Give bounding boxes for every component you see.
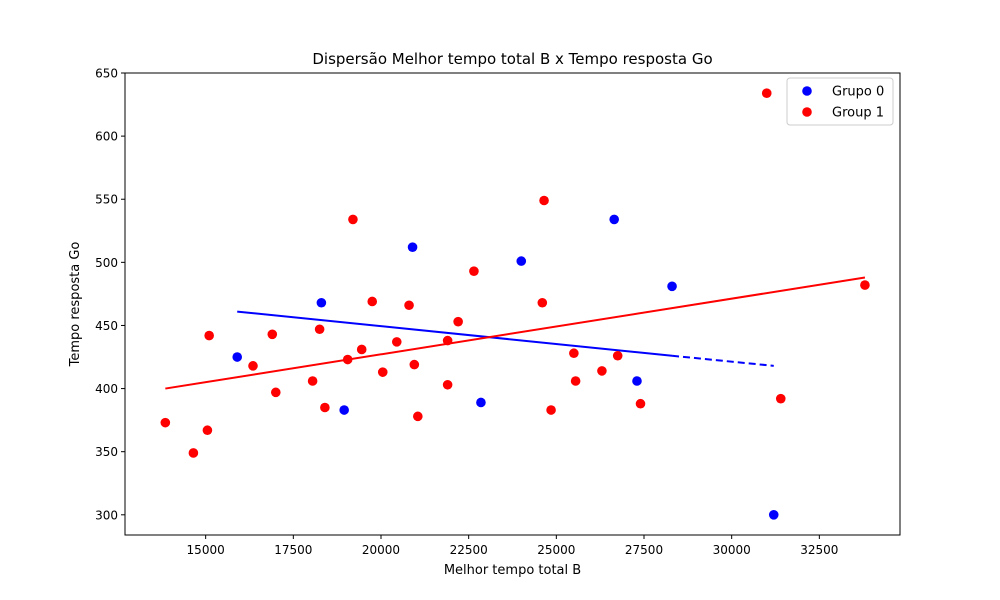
x-tick-label: 32500: [800, 543, 838, 557]
data-point-series-1: [391, 337, 402, 347]
data-point-series-1: [597, 366, 607, 376]
y-axis-label: Tempo resposta Go: [68, 242, 83, 368]
data-point-series-1: [546, 405, 556, 415]
data-point-series-1: [320, 402, 330, 413]
data-point-series-0: [632, 376, 642, 386]
data-point-series-1: [569, 348, 579, 359]
data-point-series-1: [314, 324, 325, 335]
data-point-series-0: [609, 214, 619, 225]
data-point-series-1: [570, 376, 581, 386]
y-tick-label: 400: [95, 382, 118, 396]
data-point-series-1: [539, 195, 549, 206]
trendline-series-1: [165, 276, 866, 390]
data-point-series-1: [267, 329, 278, 340]
data-point-series-1: [367, 296, 378, 307]
data-point-series-1: [469, 266, 479, 276]
plot-frame: [124, 72, 901, 536]
y-tick-label: 300: [95, 508, 118, 522]
y-tick-label: 450: [95, 319, 118, 333]
x-tick-label: 22500: [450, 543, 488, 557]
data-point-series-1: [442, 335, 453, 346]
data-point-series-1: [204, 330, 214, 341]
data-point-series-0: [667, 281, 677, 292]
legend-label-series-1: Group 1: [832, 106, 884, 121]
data-point-series-1: [270, 387, 281, 398]
data-point-series-0: [516, 256, 527, 266]
data-point-series-0: [768, 510, 779, 520]
x-tick-label: 17500: [274, 543, 312, 557]
x-tick-label: 25000: [537, 543, 575, 557]
x-tick-label: 27500: [625, 543, 663, 557]
data-point-series-1: [453, 316, 463, 327]
y-tick-label: 500: [95, 256, 118, 270]
legend: Grupo 0 Group 1: [786, 77, 894, 126]
y-tick-label: 350: [95, 445, 118, 459]
data-point-series-1: [409, 359, 420, 370]
data-point-series-1: [442, 379, 453, 390]
data-point-series-1: [413, 411, 423, 422]
data-point-series-1: [248, 361, 258, 371]
axes: 15000 17500 20000 22500 25000 27500 30000 32500…: [95, 67, 838, 558]
chart-title: Dispersão Melhor tempo total B x Tempo r…: [312, 50, 712, 68]
legend-label-series-0: Grupo 0: [832, 85, 884, 100]
plot-area: [160, 88, 870, 520]
data-point-series-1: [537, 297, 548, 308]
data-point-series-1: [307, 376, 318, 386]
data-point-series-1: [635, 398, 646, 409]
data-point-series-1: [860, 280, 870, 290]
trendline-extension-series-0: [671, 354, 774, 367]
data-point-series-1: [761, 88, 772, 98]
data-point-series-1: [612, 350, 623, 361]
y-tick-label: 550: [95, 193, 118, 207]
data-point-series-1: [202, 425, 213, 436]
data-point-series-0: [316, 297, 327, 308]
data-point-series-1: [356, 344, 367, 355]
x-axis-label: Melhor tempo total B: [444, 563, 581, 578]
data-point-series-1: [775, 393, 786, 404]
y-tick-label: 600: [95, 130, 118, 144]
data-point-series-1: [404, 300, 414, 311]
data-point-series-0: [232, 352, 243, 362]
x-tick-label: 30000: [713, 543, 751, 557]
x-tick-label: 15000: [187, 543, 225, 557]
data-point-series-1: [348, 214, 358, 225]
data-point-series-0: [476, 397, 486, 408]
data-point-series-0: [339, 405, 349, 415]
data-point-series-0: [407, 242, 418, 252]
legend-marker-series-1: [802, 107, 812, 117]
legend-marker-series-0: [802, 86, 812, 96]
data-point-series-1: [377, 367, 388, 377]
x-tick-label: 20000: [362, 543, 400, 557]
legend-box: [786, 77, 894, 126]
trendline-series-0: [237, 310, 673, 357]
data-point-series-1: [160, 417, 171, 428]
data-point-series-1: [342, 354, 353, 365]
data-point-series-1: [188, 448, 199, 458]
y-tick-label: 650: [95, 67, 118, 81]
